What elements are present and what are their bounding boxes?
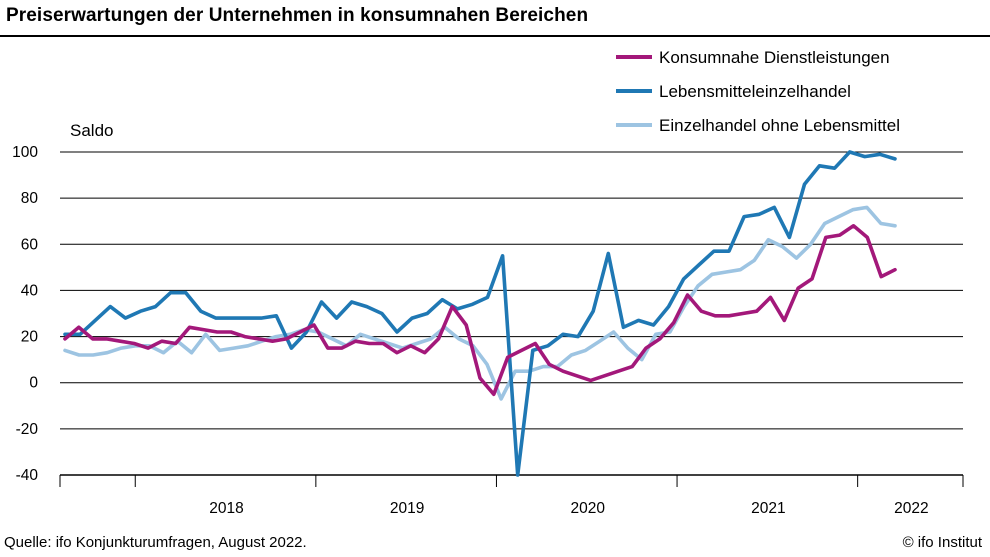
y-tick-label: 100	[12, 144, 38, 161]
series-line	[63, 150, 897, 477]
copyright-note: © ifo Institut	[902, 534, 982, 551]
series-line	[63, 224, 897, 397]
y-tick-label: 60	[21, 236, 39, 253]
legend-entry: Lebensmitteleinzelhandel	[659, 82, 851, 101]
y-tick-label: 20	[21, 329, 39, 346]
source-note: Quelle: ifo Konjunkturumfragen, August 2…	[4, 534, 307, 551]
series-line	[63, 205, 897, 401]
y-tick-label: 40	[21, 282, 39, 299]
y-axis-label: Saldo	[70, 121, 113, 140]
x-tick-label: 2021	[751, 500, 785, 517]
legend-entry: Konsumnahe Dienstleistungen	[659, 48, 890, 67]
y-tick-label: 0	[29, 375, 38, 392]
x-tick-label: 2019	[390, 500, 424, 517]
y-tick-labels: 100 80 60 40 20 0 -20 -40	[12, 144, 38, 484]
x-tick-label: 2022	[894, 500, 928, 517]
x-tick-label: 2020	[571, 500, 606, 517]
grid-lines	[60, 151, 963, 476]
series-lines	[63, 150, 897, 477]
x-tick-label: 2018	[209, 500, 243, 517]
legend: Konsumnahe Dienstleistungen Lebensmittele…	[616, 48, 900, 135]
y-tick-label: -20	[16, 421, 39, 438]
y-tick-label: -40	[16, 467, 39, 484]
legend-entry: Einzelhandel ohne Lebensmittel	[659, 116, 900, 135]
chart-title: Preiserwartungen der Unternehmen in kons…	[6, 5, 589, 26]
y-tick-label: 80	[21, 190, 39, 207]
x-axis: 2018 2019 2020 2021 2022	[59, 474, 964, 517]
title-rule	[0, 35, 990, 37]
